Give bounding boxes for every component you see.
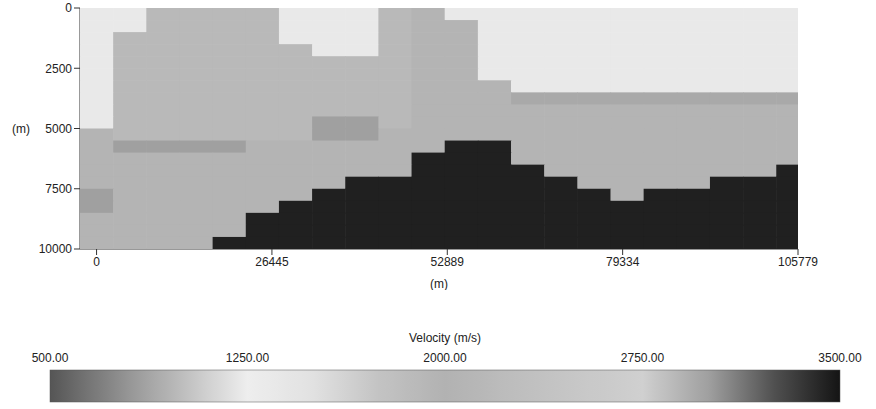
svg-text:(m): (m) <box>430 277 448 290</box>
svg-text:2000.00: 2000.00 <box>423 351 467 365</box>
svg-text:3500.00: 3500.00 <box>818 351 862 365</box>
svg-text:2750.00: 2750.00 <box>621 351 665 365</box>
svg-text:1250.00: 1250.00 <box>226 351 270 365</box>
svg-text:26445: 26445 <box>255 255 289 269</box>
svg-text:500.00: 500.00 <box>32 351 69 365</box>
svg-text:2500: 2500 <box>45 62 72 76</box>
svg-text:0: 0 <box>93 255 100 269</box>
svg-text:Velocity (m/s): Velocity (m/s) <box>409 331 481 345</box>
svg-text:5000: 5000 <box>45 122 72 136</box>
svg-text:10000: 10000 <box>39 242 73 256</box>
svg-text:7500: 7500 <box>45 182 72 196</box>
svg-text:105779: 105779 <box>778 255 818 269</box>
svg-text:(m): (m) <box>12 122 30 136</box>
svg-text:0: 0 <box>65 1 72 15</box>
svg-text:52889: 52889 <box>431 255 465 269</box>
svg-text:79334: 79334 <box>606 255 640 269</box>
